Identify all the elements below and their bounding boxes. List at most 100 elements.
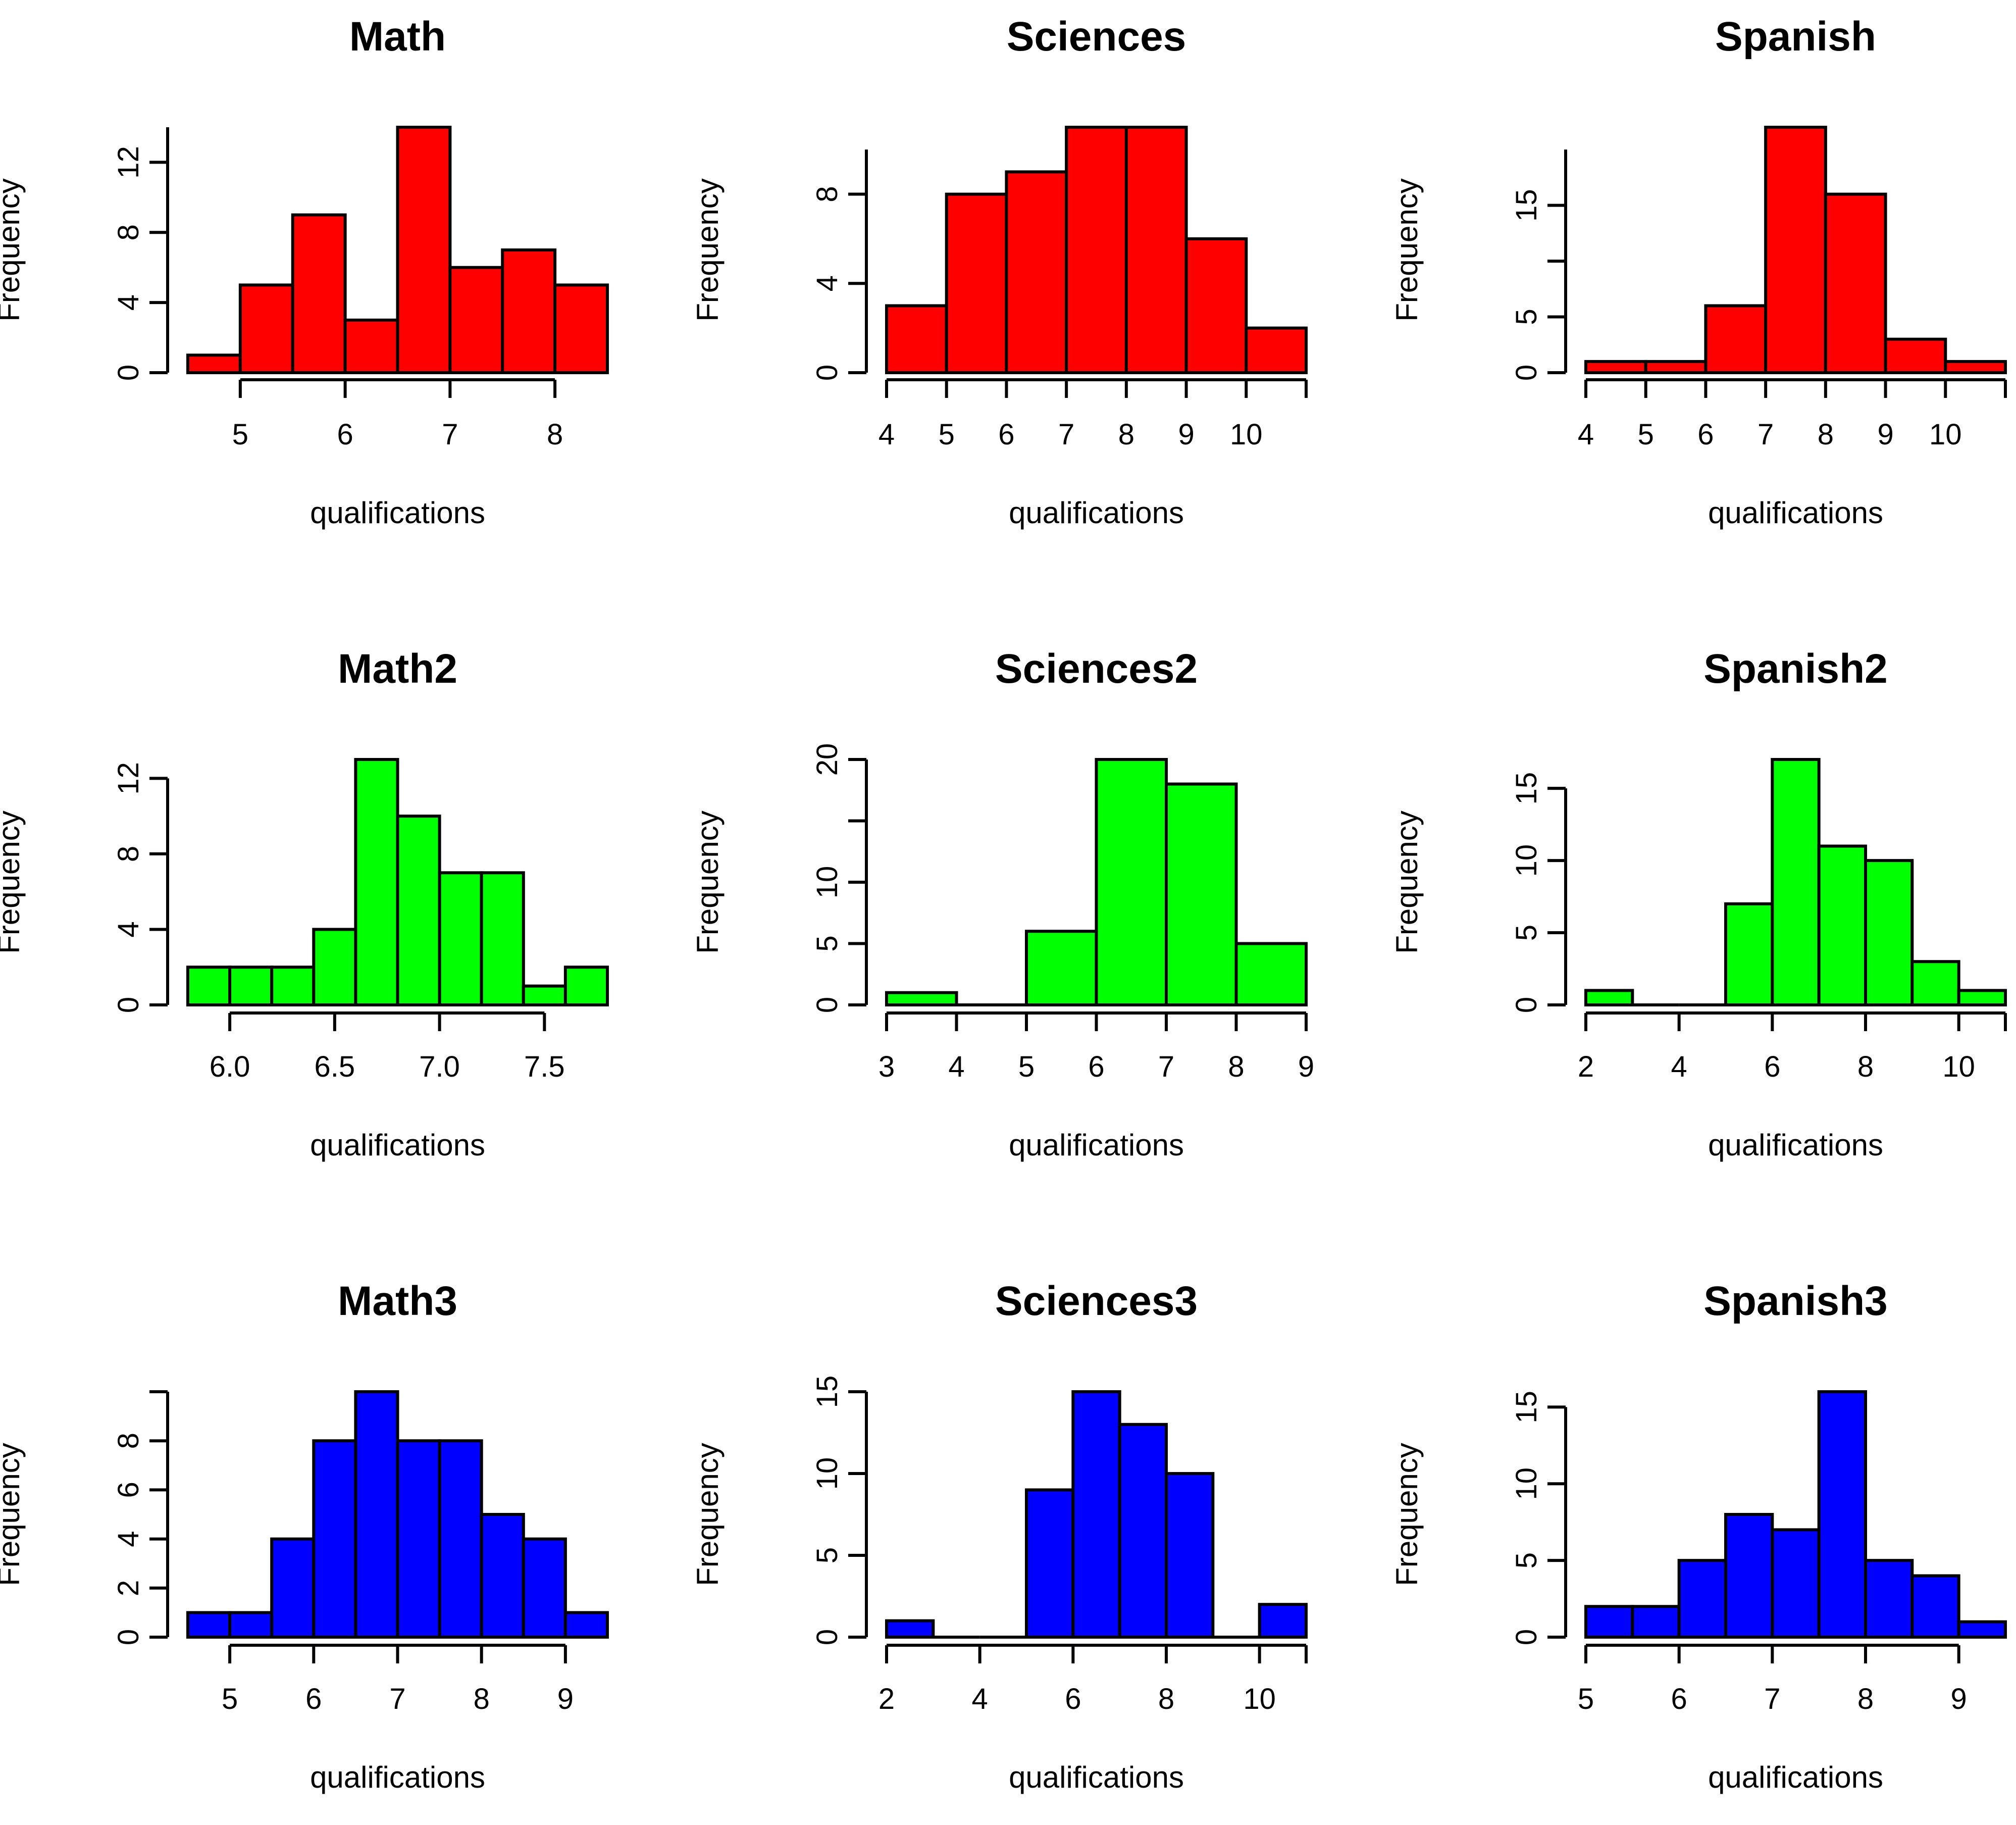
panel-spanish: Spanish 0 5 15 4 5 6 7 8 9 10 qualifications Frequen… [1390,14,2007,530]
y-tick-label: 5 [1510,1552,1543,1568]
histogram-bar [438,1439,483,1639]
x-tick-label: 10 [1929,418,1962,451]
histogram-bar [1584,989,1634,1006]
histogram-bar [1864,859,1914,1007]
x-tick-label: 7 [389,1683,405,1715]
histogram-bar [1771,1528,1821,1639]
x-axis-label: qualifications [310,1128,485,1162]
histogram-bar [480,1513,525,1639]
x-tick-label: 10 [1230,418,1263,451]
histogram-bar [438,871,483,1007]
histogram-bar [1584,1605,1634,1639]
y-tick-label: 0 [112,1629,145,1645]
histogram-bar [1764,126,1827,374]
y-tick-label: 15 [1510,772,1543,805]
x-tick-label: 3 [878,1050,895,1083]
y-axis-label: Frequency [1390,178,1424,321]
y-tick-label: 10 [811,866,844,899]
panel-math2: Math2 0 4 8 12 6.0 6.5 7.0 7.5 qualifications Freq… [0,646,609,1162]
y-tick-label: 0 [1510,1629,1543,1645]
histogram-bar [186,353,242,374]
panel-title: Sciences2 [995,646,1198,692]
y-tick-label: 4 [112,921,145,937]
histogram-bar [1165,782,1238,1006]
y-tick-label: 4 [112,294,145,311]
y-tick-label: 15 [1510,1391,1543,1424]
histogram-bar [1165,1472,1215,1639]
x-tick-label: 5 [1018,1050,1035,1083]
x-tick-label: 4 [948,1050,964,1083]
histogram-bar [1025,1488,1075,1639]
histogram-bar [1957,1620,2007,1639]
histogram-bar [1944,360,2007,375]
x-tick-label: 7 [442,418,458,451]
x-tick-label: 8 [1158,1683,1174,1715]
panel-title: Sciences3 [995,1278,1198,1324]
x-tick-label: 8 [1228,1050,1244,1083]
histogram-bar [312,928,357,1007]
y-tick-label: 4 [811,275,844,291]
histogram-bar [553,283,609,375]
x-tick-label: 9 [1951,1683,1967,1715]
histogram-bar [1910,960,1960,1007]
x-tick-label: 4 [878,418,895,451]
panel-spanish2: Spanish2 0 5 10 15 2 4 6 8 10 qualifications Freque… [1390,646,2007,1162]
y-tick-label: 0 [811,997,844,1013]
y-tick-label: 0 [112,365,145,381]
histogram-bar [885,991,958,1006]
y-tick-label: 10 [1510,844,1543,877]
x-tick-label: 5 [1638,418,1654,451]
x-tick-label: 8 [1857,1683,1874,1715]
histogram-bar [1071,1390,1121,1639]
x-tick-label: 6 [1697,418,1714,451]
histogram-bar [1864,1559,1914,1639]
histogram-bar [396,1439,441,1639]
histogram-bar [186,1611,232,1639]
histogram-bar [1584,360,1647,375]
histogram-bar [885,1619,935,1639]
x-tick-label: 10 [1243,1683,1276,1715]
y-axis-label: Frequency [0,178,26,321]
histogram-bar [1258,1603,1308,1639]
y-tick-label: 12 [112,762,145,795]
panel-title: Spanish2 [1703,646,1888,692]
panel-title: Spanish3 [1703,1278,1888,1324]
histogram-bar [1124,126,1188,374]
x-tick-label: 7.0 [419,1050,460,1083]
histogram-bar [396,815,441,1006]
x-tick-label: 8 [1818,418,1834,451]
y-axis-label: Frequency [691,1443,725,1586]
y-tick-label: 8 [112,846,145,862]
histogram-bar [270,1537,316,1639]
x-tick-label: 6.0 [210,1050,250,1083]
histogram-bar [228,966,274,1006]
histogram-bar [1118,1423,1168,1639]
histogram-bar [480,871,525,1007]
x-tick-label: 2 [878,1683,895,1715]
x-tick-label: 6 [1088,1050,1104,1083]
histogram-bar [1005,170,1068,374]
panel-sciences: Sciences 0 4 8 4 5 6 7 8 9 10 qualifications Frequen… [691,14,1308,530]
x-tick-label: 8 [547,418,563,451]
histogram-bar [354,758,399,1006]
histogram-bar [186,966,232,1006]
histogram-bar [1025,930,1098,1006]
histogram-bar [343,318,399,374]
y-tick-label: 0 [1510,365,1543,381]
histogram-bar [270,966,316,1006]
y-axis-label: Frequency [691,178,725,321]
x-axis-label: qualifications [310,1760,485,1794]
y-tick-label: 5 [1510,309,1543,325]
histogram-bar [354,1390,399,1639]
y-tick-label: 8 [811,186,844,202]
x-axis-label: qualifications [310,496,485,530]
y-axis-label: Frequency [1390,1443,1424,1586]
y-tick-label: 5 [811,1547,844,1563]
histogram-bar [396,126,452,374]
y-axis-label: Frequency [1390,810,1424,953]
y-tick-label: 0 [1510,997,1543,1013]
y-tick-label: 4 [112,1531,145,1547]
histogram-bar [1644,360,1708,375]
panel-sciences2: Sciences2 0 5 10 20 3 4 5 6 7 8 9 qualifications Freq… [691,646,1314,1162]
x-axis-label: qualifications [1708,496,1883,530]
